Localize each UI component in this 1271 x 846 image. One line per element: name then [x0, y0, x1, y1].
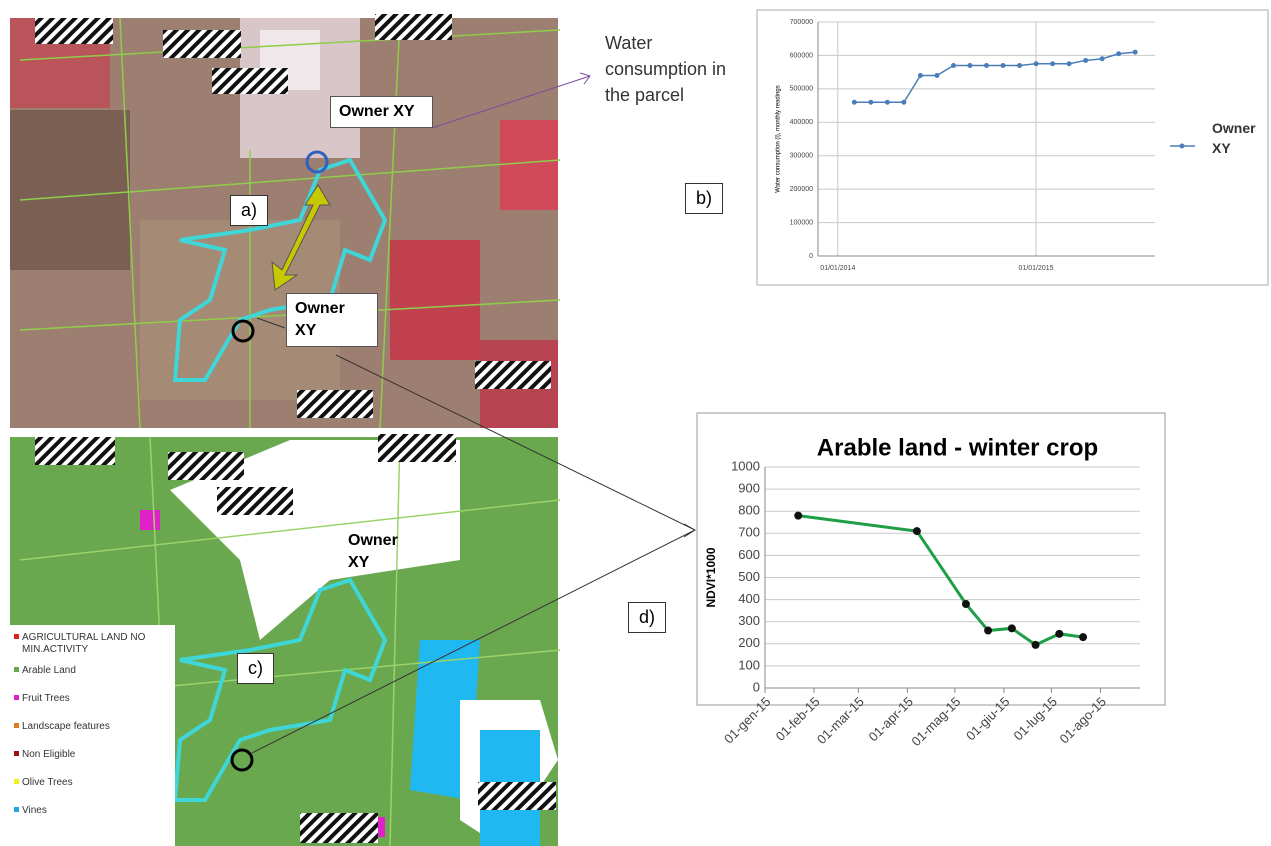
y-tick-label: 900	[738, 481, 760, 496]
panel-label: c)	[237, 653, 274, 684]
legend-item: Arable Land	[14, 665, 174, 677]
point	[967, 62, 973, 68]
line	[854, 51, 1136, 103]
legend-label: Arable Land	[22, 665, 76, 676]
point	[984, 626, 993, 635]
point	[1099, 56, 1105, 62]
y-tick-label: 700	[738, 525, 760, 540]
panel-label: d)	[628, 602, 667, 633]
point	[1066, 61, 1072, 67]
legend-item: Landscape features	[14, 721, 174, 733]
connectors	[251, 72, 697, 754]
x-tick-label: 01/01/2014	[820, 265, 855, 272]
y-axis-label: NDVI*1000	[704, 547, 718, 607]
legend-label: Fruit Trees	[22, 693, 70, 704]
legend-label: Vines	[22, 805, 47, 816]
legend-swatch	[14, 723, 19, 728]
y-tick-label: 400	[738, 591, 760, 606]
legend-item: Non Eligible	[14, 749, 174, 761]
point	[1079, 633, 1088, 642]
line	[798, 514, 1084, 647]
y-tick-label: 0	[809, 253, 813, 260]
legend-swatch	[14, 634, 19, 639]
y-tick-label: 600000	[790, 52, 813, 59]
point	[884, 99, 890, 105]
y-tick-label: 600	[738, 547, 760, 562]
point	[950, 62, 956, 68]
point	[912, 527, 921, 536]
y-tick-label: 100000	[790, 219, 813, 226]
legend-label: Olive Trees	[22, 777, 73, 788]
legend-swatch	[1179, 143, 1185, 149]
legend-label: AGRICULTURAL LAND NO MIN.ACTIVITY	[22, 632, 146, 655]
chart-frame	[756, 9, 1269, 286]
point	[868, 99, 874, 105]
panel-label: a)	[230, 195, 269, 226]
land-use-map	[10, 434, 561, 846]
legend-swatch	[14, 667, 19, 672]
point	[934, 72, 940, 78]
y-tick-label: 400000	[790, 119, 813, 126]
annotation: Water consumption in the parcel	[605, 33, 727, 105]
point	[1050, 61, 1056, 67]
point	[1083, 57, 1089, 63]
owner-label: Owner XY	[348, 532, 398, 571]
y-tick-label: 300	[738, 613, 760, 628]
point	[1055, 629, 1064, 638]
legend-swatch	[14, 779, 19, 784]
y-tick-label: 700000	[790, 19, 813, 26]
point	[1007, 624, 1016, 633]
y-tick-label: 500000	[790, 86, 813, 93]
y-tick-label: 200000	[790, 186, 813, 193]
owner-label: Owner XY	[286, 293, 378, 347]
point	[1000, 62, 1006, 68]
y-axis-label: Water consumption (l), monthly readings	[776, 85, 782, 193]
point	[901, 99, 907, 105]
satellite-map	[10, 14, 561, 429]
chart-frame	[696, 412, 1166, 706]
y-tick-label: 200	[738, 635, 760, 650]
legend-label: Landscape features	[22, 721, 110, 732]
point	[1031, 640, 1040, 649]
x-tick-label: 01/01/2015	[1019, 265, 1054, 272]
y-tick-label: 500	[738, 569, 760, 584]
legend-item: Fruit Trees	[14, 693, 174, 705]
y-tick-label: 800	[738, 503, 760, 518]
point	[1132, 49, 1138, 55]
panel-label: b)	[685, 183, 724, 214]
legend-label: Owner XY	[1212, 120, 1256, 156]
point	[1033, 61, 1039, 67]
point	[984, 62, 989, 68]
point	[961, 600, 970, 609]
legend-swatch	[14, 751, 19, 756]
owner-label: Owner XY	[330, 96, 433, 128]
point	[917, 72, 923, 78]
chart-title: Arable land - winter crop	[817, 434, 1098, 461]
legend-item: Vines	[14, 805, 174, 817]
y-tick-label: 300000	[790, 153, 813, 160]
legend-item: Olive Trees	[14, 777, 174, 789]
legend-item: AGRICULTURAL LAND NO MIN.ACTIVITY	[14, 632, 174, 656]
point	[1017, 62, 1023, 68]
legend-swatch	[14, 695, 19, 700]
y-tick-label: 0	[753, 679, 760, 694]
legend-label: Non Eligible	[22, 749, 76, 760]
point	[1116, 51, 1122, 57]
y-tick-label: 100	[738, 657, 760, 672]
map-legend: AGRICULTURAL LAND NO MIN.ACTIVITY Arable …	[14, 632, 174, 833]
point	[851, 99, 857, 105]
legend-swatch	[14, 807, 19, 812]
point	[794, 511, 803, 520]
y-tick-label: 1000	[731, 458, 760, 473]
